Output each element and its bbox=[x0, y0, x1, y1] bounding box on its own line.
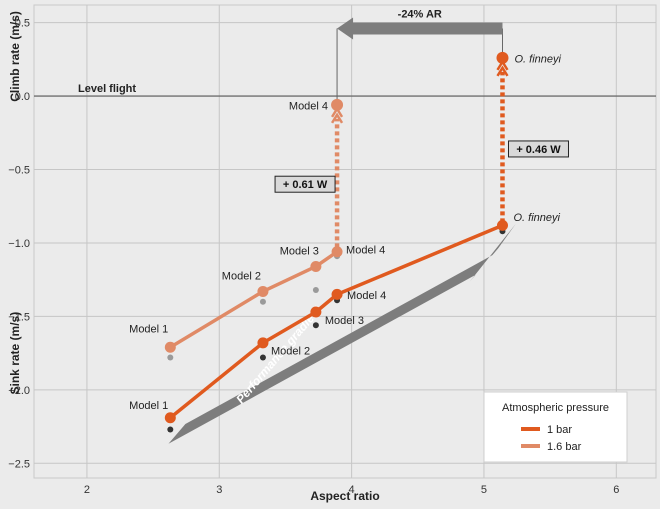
raw-point bbox=[259, 298, 266, 305]
label-16bar-model3: Model 3 bbox=[280, 246, 319, 258]
y-axis-title-sink: Sink rate (m/s) bbox=[8, 312, 22, 395]
y-axis-title-climb: Climb rate (m/s) bbox=[8, 11, 22, 102]
label-1bar-model4: Model 4 bbox=[347, 290, 386, 302]
x-tick-label: 6 bbox=[613, 484, 619, 496]
label-1bar-model1: Model 1 bbox=[129, 400, 168, 412]
ar-arrow-shaft bbox=[351, 22, 503, 35]
y-tick-label: −2.5 bbox=[8, 458, 30, 470]
raw-point bbox=[259, 354, 266, 361]
mean-point bbox=[331, 288, 343, 300]
level-flight-label: Level flight bbox=[78, 83, 136, 95]
y-tick-label: −2.0 bbox=[8, 385, 30, 397]
mean-point bbox=[331, 246, 343, 258]
y-tick-label: 0.5 bbox=[15, 18, 30, 30]
mean-point bbox=[257, 285, 269, 297]
data-layer: Model 1 Model 2 Model 3 Model 4 O. finneyi Mo… bbox=[129, 51, 562, 433]
ar-arrow-head bbox=[337, 17, 354, 40]
mean-point bbox=[257, 337, 269, 349]
legend-label-0: 1 bar bbox=[547, 424, 572, 436]
legend: Atmospheric pressure 1 bar 1.6 bar bbox=[483, 391, 628, 463]
plot-frame bbox=[33, 4, 657, 479]
mean-point bbox=[310, 306, 322, 318]
raw-point bbox=[312, 322, 319, 329]
raw-point bbox=[167, 426, 174, 433]
x-tick-label: 4 bbox=[349, 484, 355, 496]
label-1bar-model3: Model 3 bbox=[325, 315, 364, 327]
legend-box bbox=[483, 391, 628, 463]
performance-gradient-arrow bbox=[168, 223, 516, 444]
label-1bar-model2: Model 2 bbox=[271, 346, 310, 358]
x-tick-label: 2 bbox=[84, 484, 90, 496]
ar-arrow-label: -24% AR bbox=[398, 9, 442, 21]
y-tick-label: −1.5 bbox=[8, 311, 30, 323]
highlight-point-1 bbox=[496, 51, 509, 64]
power-finneyi-label: + 0.46 W bbox=[516, 144, 561, 156]
climb-arrow-finneyi-head-inner bbox=[496, 65, 509, 77]
x-tick-label: 3 bbox=[216, 484, 222, 496]
mean-point bbox=[310, 260, 322, 272]
climb-arrow-model4-head-inner bbox=[330, 112, 344, 124]
raw-point bbox=[312, 286, 319, 293]
label-1bar-finneyi: O. finneyi bbox=[513, 212, 560, 224]
power-finneyi-box bbox=[507, 140, 569, 158]
highlight-point-0 bbox=[331, 98, 344, 111]
mean-point bbox=[164, 412, 176, 424]
x-axis-title: Aspect ratio bbox=[310, 489, 379, 503]
label-16bar-model1: Model 1 bbox=[129, 324, 168, 336]
label-highlight-model4: Model 4 bbox=[289, 100, 328, 112]
y-tick-label: −1.0 bbox=[8, 238, 30, 250]
y-tick-label: −0.5 bbox=[8, 165, 30, 177]
legend-title: Atmospheric pressure bbox=[502, 402, 609, 414]
power-model4-box bbox=[274, 175, 336, 193]
series-line-1 bbox=[169, 250, 339, 349]
mean-point bbox=[496, 219, 508, 231]
power-model4-label: + 0.61 W bbox=[283, 179, 328, 191]
label-highlight-finneyi: O. finneyi bbox=[514, 53, 561, 65]
label-16bar-model2: Model 2 bbox=[222, 271, 261, 283]
y-tick-label: 0.0 bbox=[15, 91, 30, 103]
mean-point bbox=[164, 341, 176, 353]
label-16bar-model4: Model 4 bbox=[346, 244, 385, 256]
axes: 2 3 4 5 6 0.5 0.0 −0.5 −1.0 −1.5 −2.0 −2.5 Aspect ra… bbox=[8, 11, 619, 503]
raw-point bbox=[167, 354, 174, 361]
legend-label-1: 1.6 bar bbox=[547, 441, 582, 453]
x-tick-label: 5 bbox=[481, 484, 487, 496]
grid bbox=[33, 4, 657, 479]
